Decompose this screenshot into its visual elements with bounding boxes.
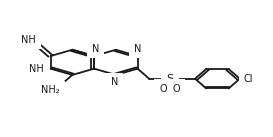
Text: NH: NH xyxy=(29,64,44,74)
Text: Cl: Cl xyxy=(244,74,253,84)
Text: S: S xyxy=(166,74,173,84)
Text: O: O xyxy=(173,84,180,94)
Text: N: N xyxy=(92,44,99,54)
Text: NH₂: NH₂ xyxy=(41,85,60,95)
Text: NH: NH xyxy=(21,35,36,45)
Text: O: O xyxy=(159,84,167,94)
Text: N: N xyxy=(111,77,118,87)
Text: N: N xyxy=(134,44,141,54)
